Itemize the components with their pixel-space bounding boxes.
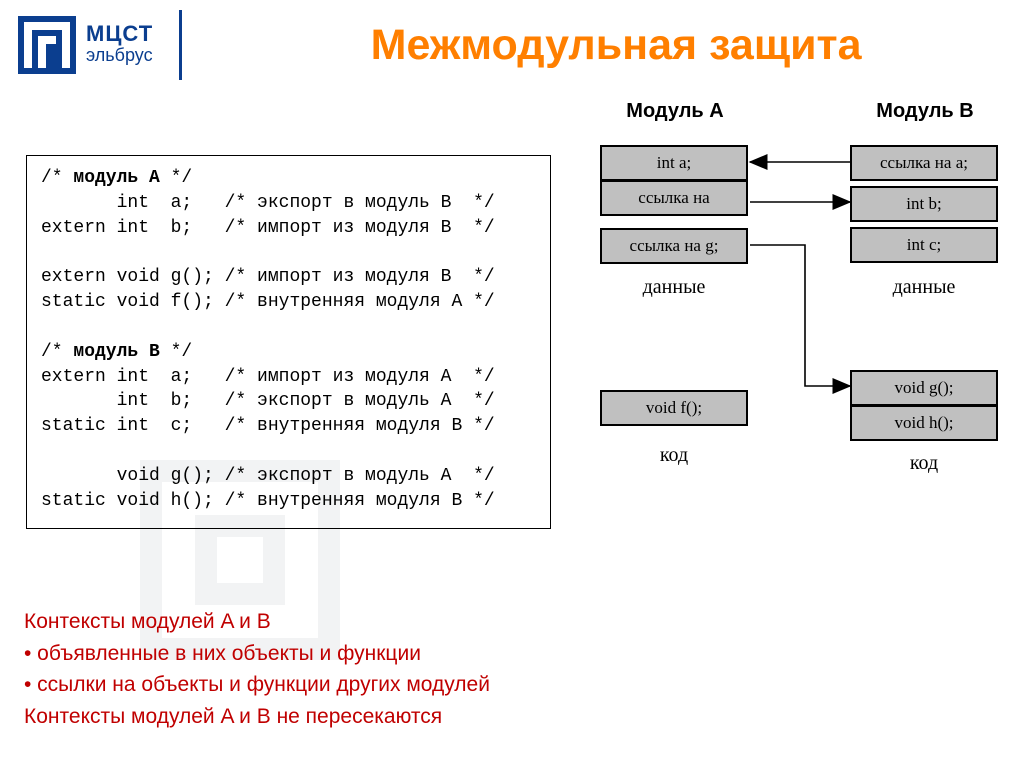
diagram-box-a_ref_b: ссылка на bbox=[600, 180, 748, 216]
code-a: int a; /* экспорт в модуль B */ bbox=[41, 193, 495, 213]
code-listing: /* модуль A */ int a; /* экспорт в модул… bbox=[26, 155, 551, 529]
arrow-2 bbox=[750, 245, 850, 386]
diagram-box-a_void_f: void f(); bbox=[600, 390, 748, 426]
code-f: static void f(); /* внутренняя модуля A … bbox=[41, 292, 495, 312]
head-module-a: Модуль A bbox=[600, 100, 750, 123]
logo-mark-inner1 bbox=[32, 30, 62, 68]
diagram-label-b_data: данные bbox=[850, 276, 998, 299]
code-ba: extern int a; /* импорт из модуля A */ bbox=[41, 367, 495, 387]
logo-line2: эльбрус bbox=[86, 45, 153, 67]
code-g: extern void g(); /* импорт из модуля B *… bbox=[41, 267, 495, 287]
code-modB-hdr: модуль B bbox=[73, 342, 159, 362]
page-title: Межмодульная защита bbox=[208, 21, 1024, 70]
logo-line1: МЦСТ bbox=[86, 23, 153, 45]
diagram-box-b_ref_a: ссылка на a; bbox=[850, 145, 998, 181]
diagram-label-b_code: код bbox=[850, 452, 998, 475]
code-bc: static int c; /* внутренняя модуля B */ bbox=[41, 416, 495, 436]
diagram-label-a_data: данные bbox=[600, 276, 748, 299]
note-line-2: • объявленные в них объекты и функции bbox=[24, 638, 490, 670]
head-module-b: Модуль B bbox=[850, 100, 1000, 123]
header-divider bbox=[179, 10, 182, 80]
diagram-box-b_void_g: void g(); bbox=[850, 370, 998, 406]
code-modA-hdr: модуль A bbox=[73, 168, 159, 188]
diagram-box-b_int_b: int b; bbox=[850, 186, 998, 222]
diagram-box-b_int_c: int c; bbox=[850, 227, 998, 263]
code-bb: int b; /* экспорт в модуль A */ bbox=[41, 391, 495, 411]
header: МЦСТ эльбрус Межмодульная защита bbox=[0, 0, 1024, 90]
footer-notes: Контексты модулей A и B • объявленные в … bbox=[24, 606, 490, 732]
note-line-4: Контексты модулей A и B не пересекаются bbox=[24, 701, 490, 733]
code-bh: static void h(); /* внутренняя модуля B … bbox=[41, 491, 495, 511]
logo: МЦСТ эльбрус bbox=[18, 16, 153, 74]
diagram-box-b_void_h: void h(); bbox=[850, 405, 998, 441]
logo-mark-inner2 bbox=[46, 44, 58, 68]
note-line-3: • ссылки на объекты и функции других мод… bbox=[24, 669, 490, 701]
diagram-label-a_code: код bbox=[600, 444, 748, 467]
diagram-box-a_int_a: int a; bbox=[600, 145, 748, 181]
diagram-box-a_ref_g: ссылка на g; bbox=[600, 228, 748, 264]
code-bg: void g(); /* экспорт в модуль A */ bbox=[41, 466, 495, 486]
logo-mark bbox=[18, 16, 76, 74]
module-diagram: Модуль A Модуль B int a;ссылка на ссылка … bbox=[570, 100, 1010, 570]
note-line-1: Контексты модулей A и B bbox=[24, 606, 490, 638]
logo-text: МЦСТ эльбрус bbox=[86, 23, 153, 67]
code-b: extern int b; /* импорт из модуля B */ bbox=[41, 218, 495, 238]
